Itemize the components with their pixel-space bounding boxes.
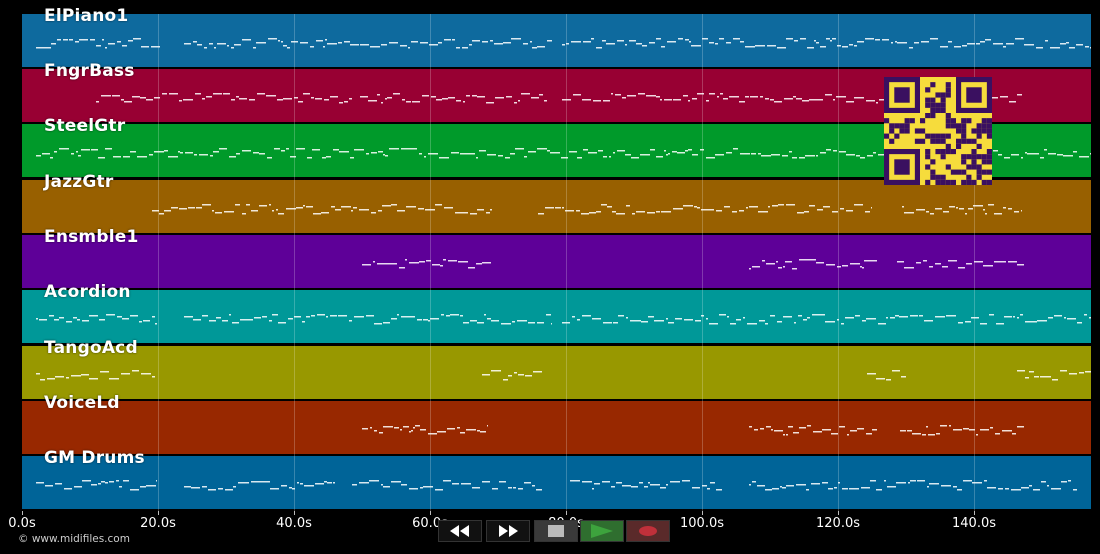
track-label: Ensmble1 xyxy=(44,227,139,247)
note-pattern xyxy=(36,314,1091,325)
play-icon xyxy=(591,524,613,538)
tick-mark xyxy=(974,511,975,515)
note-pattern xyxy=(36,480,1077,491)
tick-label: 0.0s xyxy=(8,516,36,531)
record-button[interactable] xyxy=(626,520,670,542)
note-pattern xyxy=(36,370,1091,381)
track-label: Acordion xyxy=(44,282,131,302)
play-button[interactable] xyxy=(580,520,624,542)
track-elpiano1[interactable]: ElPiano1 xyxy=(22,6,1091,67)
copyright-text: © www.midifiles.com xyxy=(18,533,130,545)
fast-forward-icon xyxy=(499,525,518,537)
fast-forward-button[interactable] xyxy=(486,520,530,542)
tick-label: 140.0s xyxy=(952,516,996,531)
stop-button[interactable] xyxy=(534,520,578,542)
track-label: GM Drums xyxy=(44,448,145,468)
tick-mark xyxy=(702,511,703,515)
track-tangoacd[interactable]: TangoAcd xyxy=(22,338,1091,399)
track-label: VoiceLd xyxy=(44,393,120,413)
stop-icon xyxy=(548,525,564,537)
note-pattern xyxy=(36,148,1091,159)
tick-label: 20.0s xyxy=(140,516,176,531)
note-pattern xyxy=(362,259,1024,270)
rewind-button[interactable] xyxy=(438,520,482,542)
tick-mark xyxy=(566,511,567,515)
track-gm-drums[interactable]: GM Drums xyxy=(22,448,1091,509)
record-icon xyxy=(639,526,657,536)
track-label: FngrBass xyxy=(44,61,135,81)
tick-label: 100.0s xyxy=(680,516,724,531)
track-label: ElPiano1 xyxy=(44,6,129,26)
track-ensmble1[interactable]: Ensmble1 xyxy=(22,227,1091,288)
track-label: SteelGtr xyxy=(44,116,126,136)
tick-mark xyxy=(158,511,159,515)
qr-code-icon xyxy=(884,77,992,185)
tick-mark xyxy=(838,511,839,515)
track-label: JazzGtr xyxy=(44,172,114,192)
tick-mark xyxy=(294,511,295,515)
note-pattern xyxy=(152,204,1022,215)
tick-label: 120.0s xyxy=(816,516,860,531)
note-pattern xyxy=(36,38,1091,49)
tick-mark xyxy=(430,511,431,515)
track-jazzgtr[interactable]: JazzGtr xyxy=(22,172,1091,233)
track-voiceld[interactable]: VoiceLd xyxy=(22,393,1091,454)
note-pattern xyxy=(362,425,1024,436)
rewind-icon xyxy=(450,525,469,537)
note-pattern xyxy=(96,93,1022,104)
tick-mark xyxy=(22,511,23,515)
tick-label: 40.0s xyxy=(276,516,312,531)
track-acordion[interactable]: Acordion xyxy=(22,282,1091,343)
track-area: ElPiano1 FngrBass SteelGtr JazzGtr Ensmb… xyxy=(22,6,1091,511)
track-label: TangoAcd xyxy=(44,338,138,358)
